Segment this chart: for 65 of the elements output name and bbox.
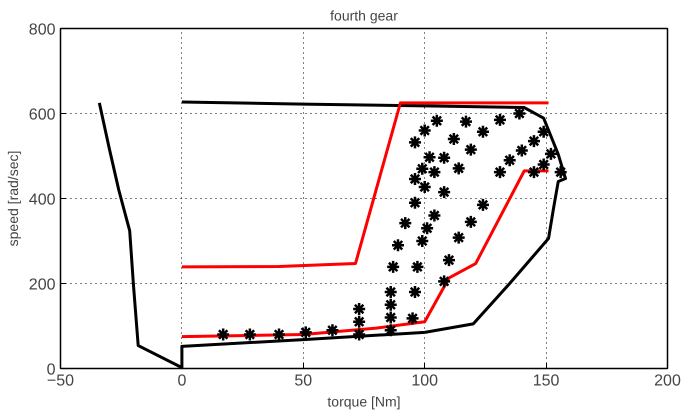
x-tick-label: 100 [411,372,438,390]
point [458,114,474,129]
point [386,260,400,274]
point [430,113,444,128]
point [536,124,551,140]
point [427,208,442,223]
point [352,327,366,342]
y-axis-title: speed [rad/sec] [4,150,21,246]
point [216,327,230,342]
point [390,238,406,252]
point [420,221,434,236]
point [451,230,466,245]
point [476,198,490,212]
point [464,214,478,230]
point [408,284,422,300]
point [383,284,398,300]
point [526,164,542,180]
point [436,274,452,289]
x-tick-label: 0 [177,372,186,390]
point [451,161,466,176]
point [398,216,413,230]
x-axis-title: torque [Nm] [327,394,401,410]
point [417,123,432,138]
chart-title: fourth gear [330,8,398,24]
y-tick-label: 400 [28,192,56,208]
point [526,134,542,148]
point [242,327,258,342]
x-tick-label: 200 [654,372,681,390]
line-series [180,101,550,268]
point [492,112,508,128]
point [298,325,313,340]
point [442,252,456,268]
x-tick-label: 150 [532,372,560,390]
point [272,327,286,342]
point [415,234,430,248]
point [536,157,551,172]
point [476,124,490,140]
point [436,184,452,200]
point [502,153,517,168]
point [436,150,452,165]
point [352,314,366,329]
point [405,311,420,326]
point [410,260,425,274]
point [544,146,558,162]
point [417,180,432,194]
point [325,323,340,338]
point [383,298,398,312]
point [352,302,366,316]
y-tick-label: 800 [28,22,56,38]
point [383,323,398,338]
point [408,196,422,210]
x-tick-label: 50 [294,372,312,390]
point [427,164,442,180]
point [553,164,568,180]
point [408,135,422,150]
point [464,142,478,157]
point [492,164,508,180]
y-tick-label: 600 [28,106,56,124]
point [408,172,422,186]
point [383,310,398,325]
point [422,150,437,165]
y-tick-label: 200 [28,276,56,294]
point [446,132,462,146]
point [415,162,430,176]
point [514,143,530,158]
